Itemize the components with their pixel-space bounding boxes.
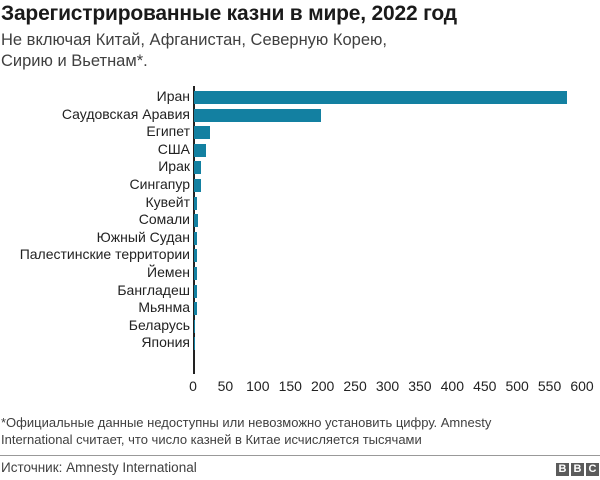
category-label: Бангладеш	[117, 281, 190, 298]
chart-row: Саудовская Аравия	[0, 106, 600, 123]
category-label: Иран	[156, 88, 190, 104]
chart-row: Мьянма	[0, 299, 600, 316]
category-label: Сингапур	[129, 176, 190, 192]
chart-row: Иран	[0, 88, 600, 105]
bar	[194, 337, 195, 351]
chart-row: Беларусь	[0, 317, 600, 334]
x-tick-label: 250	[343, 378, 367, 394]
x-tick-label: 400	[440, 378, 465, 394]
logo-letter: B	[571, 463, 584, 476]
bar	[194, 196, 198, 210]
bar	[194, 161, 202, 175]
chart-row: Ирак	[0, 158, 600, 175]
category-label: Кувейт	[145, 193, 190, 210]
bar	[194, 231, 198, 245]
x-tick-label: 100	[246, 378, 270, 394]
category-label: Ирак	[158, 158, 190, 175]
bar	[194, 302, 197, 316]
bar	[194, 319, 195, 333]
chart-row: Египет	[0, 123, 600, 140]
bar	[194, 143, 206, 157]
chart-row: Кувейт	[0, 194, 600, 211]
bar-chart: Иран Саудовская Аравия Египет США Ирак Сингап…	[0, 86, 600, 376]
chart-row: Палестинские территории	[0, 246, 600, 263]
x-tick-label: 150	[278, 378, 302, 394]
category-label: США	[157, 140, 190, 157]
footnote: *Официальные данные недоступны или невоз…	[1, 415, 492, 447]
bar	[194, 214, 198, 228]
chart-row: Бангладеш	[0, 282, 600, 299]
x-tick-label: 200	[310, 378, 335, 394]
x-tick-label: 0	[189, 378, 197, 394]
category-label: Мьянма	[138, 299, 190, 316]
chart-title: Зарегистрированные казни в мире, 2022 го…	[1, 2, 457, 25]
footer-divider	[0, 455, 600, 456]
logo-letter: C	[586, 463, 599, 476]
bar	[194, 91, 568, 104]
bar	[194, 108, 322, 122]
category-label: Йемен	[147, 264, 190, 280]
source-text: Источник: Amnesty International	[1, 460, 197, 475]
bar	[194, 284, 197, 298]
x-tick-label: 50	[217, 378, 234, 394]
chart-row: США	[0, 141, 600, 158]
bbc-logo: B B C	[556, 463, 599, 476]
bar	[194, 126, 210, 140]
chart-row: Сомали	[0, 211, 600, 228]
category-label: Сомали	[138, 211, 190, 228]
category-label: Япония	[141, 334, 190, 351]
x-tick-label: 500	[505, 378, 529, 394]
category-label: Южный Судан	[96, 228, 190, 245]
chart-row: Япония	[0, 334, 600, 351]
bar	[194, 179, 202, 192]
bar	[194, 249, 198, 263]
x-tick-label: 550	[537, 378, 562, 394]
x-tick-label: 600	[570, 378, 594, 394]
chart-row: Южный Судан	[0, 229, 600, 246]
category-label: Палестинские территории	[19, 246, 190, 263]
y-axis-line	[193, 86, 195, 374]
chart-row: Сингапур	[0, 176, 600, 193]
category-label: Египет	[146, 123, 190, 140]
bar	[194, 267, 197, 280]
chart-subtitle: Не включая Китай, Афганистан, Северную К…	[1, 31, 387, 70]
x-tick-label: 350	[408, 378, 432, 394]
category-label: Саудовская Аравия	[61, 105, 190, 122]
x-tick-label: 300	[375, 378, 400, 394]
x-tick-label: 450	[473, 378, 497, 394]
category-label: Беларусь	[128, 316, 190, 333]
chart-row: Йемен	[0, 264, 600, 281]
logo-letter: B	[556, 463, 569, 476]
x-axis-ticks: 0 50 100 150 200 250 300 350 400 450 500 550 600	[0, 378, 600, 398]
